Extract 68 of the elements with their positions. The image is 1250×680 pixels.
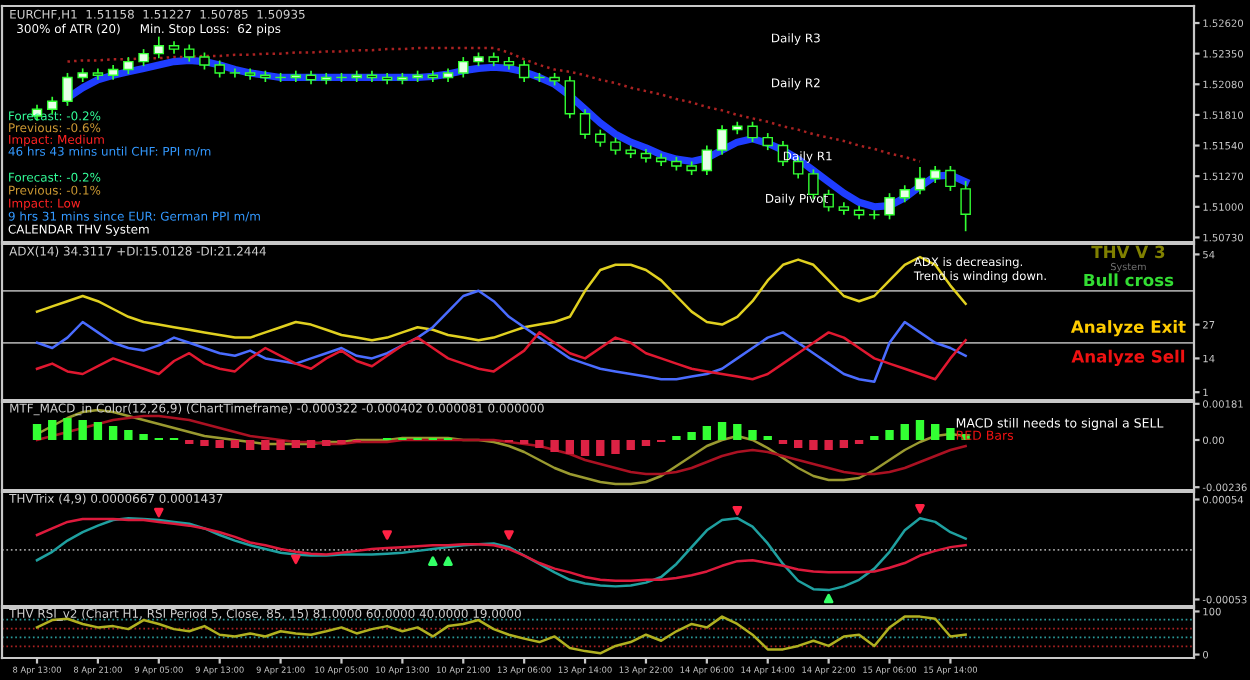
bar bbox=[839, 440, 849, 448]
candlestick bbox=[579, 108, 591, 140]
bar bbox=[717, 422, 727, 440]
candlestick bbox=[747, 120, 758, 143]
bar bbox=[200, 440, 209, 446]
point bbox=[732, 505, 743, 516]
bar bbox=[306, 440, 316, 448]
bar bbox=[139, 434, 148, 440]
candlestick bbox=[701, 144, 713, 176]
bar bbox=[93, 422, 103, 440]
candlestick bbox=[945, 165, 956, 192]
bar bbox=[291, 440, 300, 448]
bar bbox=[946, 428, 955, 440]
point bbox=[915, 504, 925, 514]
bar bbox=[702, 426, 712, 440]
bar bbox=[230, 440, 240, 448]
text: THV V 3 bbox=[1091, 245, 1165, 259]
bar bbox=[794, 440, 803, 448]
candlestick bbox=[458, 56, 469, 79]
bar bbox=[108, 426, 118, 440]
text: Bull cross bbox=[1084, 273, 1174, 287]
bar bbox=[63, 418, 72, 440]
candlestick bbox=[960, 180, 971, 233]
bar bbox=[687, 432, 696, 440]
bar bbox=[748, 430, 757, 440]
bar bbox=[596, 440, 605, 456]
bar bbox=[535, 440, 544, 448]
bar bbox=[626, 440, 635, 450]
text: Analyze Exit bbox=[1070, 320, 1186, 337]
candlestick bbox=[518, 59, 530, 83]
bar bbox=[124, 430, 133, 440]
bar bbox=[809, 440, 818, 450]
text: Analyze Sell bbox=[1071, 349, 1185, 367]
candlestick bbox=[716, 124, 728, 156]
point bbox=[154, 507, 164, 518]
point bbox=[823, 593, 834, 604]
candlestick bbox=[153, 35, 165, 60]
bar bbox=[32, 424, 42, 440]
line-series bbox=[35, 331, 967, 381]
point bbox=[443, 556, 453, 566]
bar bbox=[885, 430, 894, 440]
bar bbox=[48, 420, 57, 440]
bar bbox=[261, 440, 270, 450]
bar bbox=[900, 424, 909, 440]
point bbox=[291, 554, 301, 565]
bar bbox=[824, 440, 833, 450]
bar bbox=[276, 440, 285, 450]
candlestick bbox=[914, 166, 926, 196]
bar bbox=[580, 440, 590, 456]
bar bbox=[550, 440, 559, 452]
bar bbox=[322, 440, 331, 446]
point bbox=[504, 530, 514, 540]
line-series bbox=[35, 289, 967, 384]
bar bbox=[565, 440, 575, 454]
candlestick bbox=[229, 67, 241, 79]
bar bbox=[641, 440, 651, 446]
point bbox=[428, 556, 438, 566]
candlestick bbox=[884, 192, 895, 221]
bar bbox=[78, 420, 87, 440]
bar bbox=[245, 440, 255, 450]
candlestick bbox=[62, 72, 73, 107]
candlestick bbox=[564, 75, 576, 120]
bar bbox=[915, 420, 925, 440]
bar bbox=[611, 440, 620, 454]
bar bbox=[931, 424, 940, 440]
bar bbox=[215, 440, 224, 448]
point bbox=[382, 530, 392, 540]
bar bbox=[733, 424, 742, 440]
